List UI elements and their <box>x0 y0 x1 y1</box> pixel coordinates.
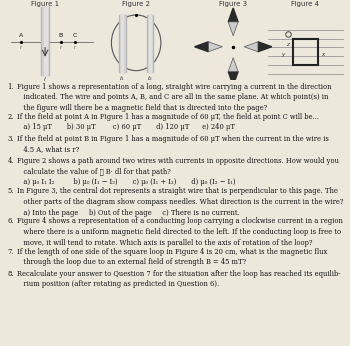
Polygon shape <box>209 42 222 52</box>
Text: y: y <box>281 52 285 57</box>
Text: In Figure 3, the central dot represents a straight wire that is perpendicular to: In Figure 3, the central dot represents … <box>18 187 344 217</box>
Bar <box>41 7 49 75</box>
Text: 5.: 5. <box>7 187 14 195</box>
Text: Figure 1 shows a representation of a long, straight wire carrying a current in t: Figure 1 shows a representation of a lon… <box>18 83 332 112</box>
Polygon shape <box>228 8 238 22</box>
Text: 1.: 1. <box>7 83 14 91</box>
Text: B: B <box>59 33 63 38</box>
Text: A: A <box>19 33 23 38</box>
Text: Figure 2 shows a path around two wires with currents in opposite directions. How: Figure 2 shows a path around two wires w… <box>18 157 340 186</box>
Text: Figure 4: Figure 4 <box>292 1 320 7</box>
Bar <box>44 7 47 75</box>
Bar <box>293 39 318 65</box>
Bar <box>120 15 125 72</box>
Text: If the length of one side of the square loop in Figure 4 is 20 cm, what is the m: If the length of one side of the square … <box>18 247 328 266</box>
Polygon shape <box>258 42 272 52</box>
Text: If the field at point B in Figure 1 has a magnitude of 60 μT when the current in: If the field at point B in Figure 1 has … <box>18 135 329 154</box>
Text: Figure 1: Figure 1 <box>31 1 59 7</box>
Text: 3.: 3. <box>7 135 14 143</box>
Text: Figure 3: Figure 3 <box>219 1 247 7</box>
Text: x: x <box>321 52 324 57</box>
Text: C: C <box>72 33 77 38</box>
Text: r: r <box>74 45 76 50</box>
Text: 8.: 8. <box>7 270 14 277</box>
Polygon shape <box>228 72 238 85</box>
Text: z: z <box>286 42 289 47</box>
Text: $I$: $I$ <box>43 75 47 83</box>
Text: If the field at point A in Figure 1 has a magnitude of 60 μT, the field at point: If the field at point A in Figure 1 has … <box>18 113 319 131</box>
Text: $I_2$: $I_2$ <box>147 74 153 82</box>
Text: r: r <box>20 45 22 50</box>
Bar <box>147 15 154 72</box>
Polygon shape <box>228 22 238 36</box>
Text: 7.: 7. <box>7 247 14 256</box>
Text: 2.: 2. <box>7 113 14 121</box>
Bar <box>121 15 123 72</box>
Bar <box>42 7 48 75</box>
Text: $I_1$: $I_1$ <box>119 74 125 82</box>
Bar <box>148 15 153 72</box>
Text: Figure 2: Figure 2 <box>122 1 150 7</box>
Polygon shape <box>244 42 258 52</box>
Text: 4.: 4. <box>7 157 14 165</box>
Text: Figure 4 shows a representation of a conducting loop carrying a clockwise curren: Figure 4 shows a representation of a con… <box>18 217 343 247</box>
Polygon shape <box>228 58 238 72</box>
Bar <box>119 15 126 72</box>
Text: 6.: 6. <box>7 217 14 225</box>
Text: Recalculate your answer to Question 7 for the situation after the loop has reach: Recalculate your answer to Question 7 fo… <box>18 270 341 288</box>
Text: r: r <box>60 45 62 50</box>
Bar <box>149 15 151 72</box>
Polygon shape <box>195 42 209 52</box>
